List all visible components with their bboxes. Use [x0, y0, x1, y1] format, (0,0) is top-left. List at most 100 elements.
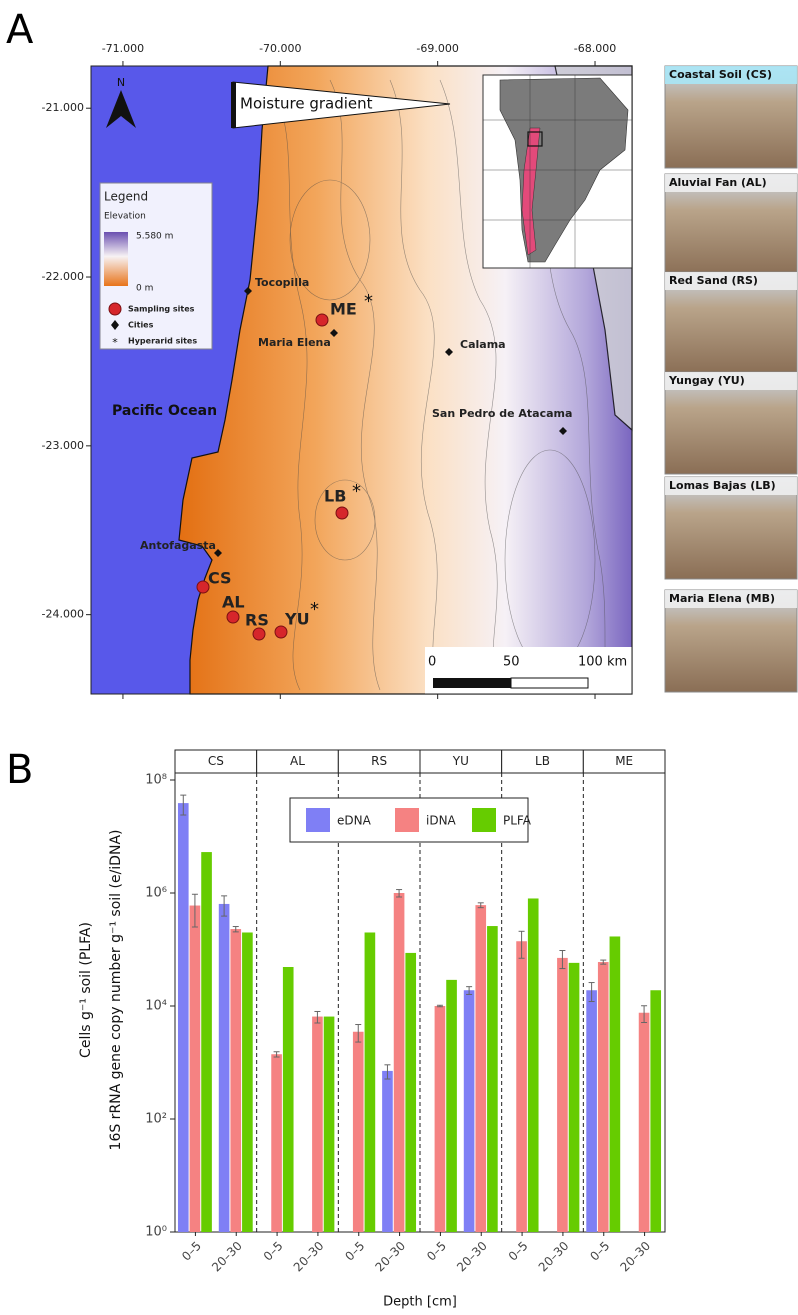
- bar: [435, 1006, 446, 1232]
- facet-label: YU: [452, 754, 469, 768]
- bar: [610, 936, 621, 1232]
- bar: [271, 1054, 282, 1232]
- moisture-bar: [231, 82, 236, 128]
- x-tick-label: 0–5: [179, 1239, 204, 1264]
- city-label: Tocopilla: [255, 276, 309, 289]
- facet-label: RS: [371, 754, 387, 768]
- x-tick-label: 0–5: [342, 1239, 367, 1264]
- bar: [446, 980, 457, 1232]
- x-tick-label: 0–5: [506, 1239, 531, 1264]
- facet-label: LB: [535, 754, 550, 768]
- scale-label: 50: [503, 655, 520, 670]
- bar: [516, 941, 527, 1232]
- city-label: Calama: [460, 338, 506, 351]
- bar: [650, 990, 661, 1232]
- scale-bar: 0 50 100 km: [425, 647, 632, 694]
- site: [253, 628, 265, 640]
- bar: [528, 898, 539, 1232]
- legend-swatch: [306, 808, 330, 832]
- y-axis-title: 16S rRNA gene copy number g⁻¹ soil (e/iD…: [108, 830, 124, 1151]
- panel-label: B: [6, 747, 33, 793]
- legend-swatch: [395, 808, 419, 832]
- map-y-tick-label: -21.000: [42, 101, 84, 114]
- inset-map: [483, 75, 632, 268]
- bar: [598, 962, 609, 1232]
- site: [336, 507, 348, 519]
- bar: [312, 1017, 323, 1232]
- city-label: Antofagasta: [140, 539, 216, 552]
- y-tick-label: 10⁰: [145, 1225, 167, 1240]
- hyperarid-mark: *: [352, 481, 361, 502]
- bar: [219, 904, 230, 1232]
- legend-label: iDNA: [426, 814, 457, 828]
- north-label: N: [117, 76, 125, 89]
- site-label: CS: [208, 569, 232, 588]
- bar: [487, 926, 498, 1232]
- y-tick-label: 10⁶: [145, 885, 167, 900]
- legend-sites: Sampling sites: [128, 305, 195, 314]
- site-label: LB: [324, 487, 346, 506]
- photo-caption: Coastal Soil (CS): [669, 68, 772, 81]
- chart: 10⁰10²10⁴10⁶10⁸CSALRSYULBME0–520–300–520…: [78, 750, 665, 1310]
- x-tick-label: 20–30: [536, 1239, 572, 1275]
- photo-caption: Lomas Bajas (LB): [669, 479, 776, 492]
- y-tick-label: 10⁴: [145, 998, 167, 1013]
- bar: [353, 1032, 364, 1232]
- ocean-label: Pacific Ocean: [112, 403, 217, 419]
- legend-swatch: [472, 808, 496, 832]
- bar: [464, 990, 475, 1232]
- elevation-ramp: [104, 232, 128, 286]
- legend-site-symbol: [109, 303, 121, 315]
- bar: [405, 953, 416, 1232]
- y-tick-label: 10⁸: [145, 772, 167, 787]
- map: Moisture gradient N Pacific Ocean Legend…: [91, 66, 632, 694]
- legend-subtitle: Elevation: [104, 212, 146, 222]
- y-axis-title: Cells g⁻¹ soil (PLFA): [78, 922, 94, 1058]
- legend-max: 5.580 m: [136, 232, 173, 242]
- city-label: San Pedro de Atacama: [432, 407, 572, 420]
- x-tick-label: 20–30: [454, 1239, 490, 1275]
- bar: [557, 958, 568, 1232]
- site: [227, 611, 239, 623]
- hyperarid-mark: *: [310, 599, 319, 620]
- scale-black: [433, 678, 511, 688]
- x-tick-label: 0–5: [587, 1239, 612, 1264]
- bar: [178, 803, 189, 1232]
- city-label: Maria Elena: [258, 336, 331, 349]
- facet-label: ME: [615, 754, 633, 768]
- legend-cities: Cities: [128, 321, 154, 330]
- site: [316, 314, 328, 326]
- moisture-label: Moisture gradient: [240, 95, 373, 113]
- bar: [190, 906, 201, 1232]
- legend-hyperarid: Hyperarid sites: [128, 337, 197, 346]
- bar: [324, 1017, 335, 1232]
- legend-hyperarid-symbol: *: [112, 336, 118, 349]
- map-y-tick-label: -23.000: [42, 439, 84, 452]
- bar: [242, 932, 253, 1232]
- facet-label: CS: [208, 754, 224, 768]
- map-x-tick-label: -70.000: [259, 42, 301, 55]
- photo-caption: Red Sand (RS): [669, 274, 758, 287]
- map-y-tick-label: -22.000: [42, 270, 84, 283]
- photos: Coastal Soil (CS) Aluvial Fan (AL) Red San…: [665, 66, 797, 692]
- x-tick-label: 20–30: [291, 1239, 327, 1275]
- x-tick-label: 20–30: [617, 1239, 653, 1275]
- legend-box: Legend Elevation 5.580 m 0 m Sampling si…: [100, 183, 212, 349]
- photo-caption: Aluvial Fan (AL): [669, 176, 767, 189]
- legend-title: Legend: [104, 190, 148, 204]
- photo-caption: Maria Elena (MB): [669, 592, 775, 605]
- x-tick-label: 0–5: [424, 1239, 449, 1264]
- facet-label: AL: [290, 754, 305, 768]
- map-y-tick-label: -24.000: [42, 608, 84, 621]
- bar: [365, 932, 376, 1232]
- bar: [569, 963, 580, 1232]
- map-x-tick-label: -68.000: [574, 42, 616, 55]
- legend-label: eDNA: [337, 814, 372, 828]
- map-x-tick-label: -69.000: [416, 42, 458, 55]
- site-label: YU: [284, 610, 310, 629]
- scale-label: 0: [428, 655, 436, 670]
- legend-label: PLFA: [503, 814, 532, 828]
- x-tick-label: 20–30: [372, 1239, 408, 1275]
- y-tick-label: 10²: [145, 1111, 167, 1126]
- legend-min: 0 m: [136, 284, 153, 294]
